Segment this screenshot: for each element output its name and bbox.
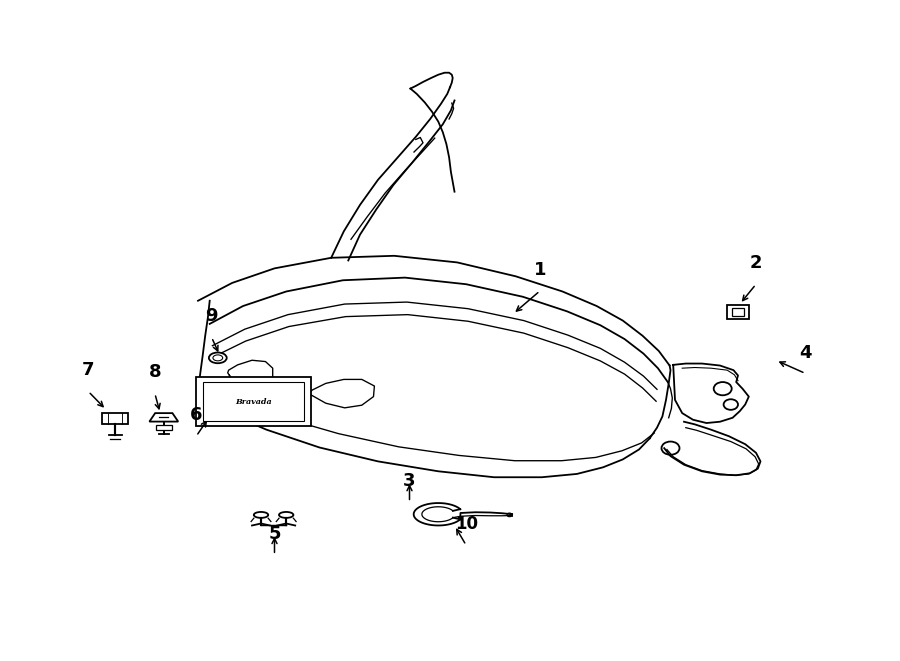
Text: Bravada: Bravada [236, 397, 272, 406]
Text: 1: 1 [534, 261, 546, 279]
Bar [732, 308, 744, 316]
Ellipse shape [279, 512, 293, 518]
Text: 5: 5 [268, 525, 281, 543]
Text: 2: 2 [750, 254, 762, 272]
Bar [727, 305, 749, 319]
Ellipse shape [254, 512, 268, 518]
Text: 10: 10 [454, 516, 478, 533]
Text: 6: 6 [190, 407, 203, 424]
Polygon shape [149, 413, 178, 422]
Text: 3: 3 [403, 473, 416, 490]
Bar [203, 382, 304, 421]
Text: 4: 4 [799, 344, 812, 362]
Bar [156, 425, 172, 430]
Bar [103, 412, 128, 424]
Text: 9: 9 [205, 307, 218, 325]
Bar [196, 377, 311, 426]
Ellipse shape [209, 352, 227, 364]
Ellipse shape [213, 355, 222, 361]
Text: 8: 8 [148, 364, 161, 381]
Text: 7: 7 [82, 362, 94, 379]
